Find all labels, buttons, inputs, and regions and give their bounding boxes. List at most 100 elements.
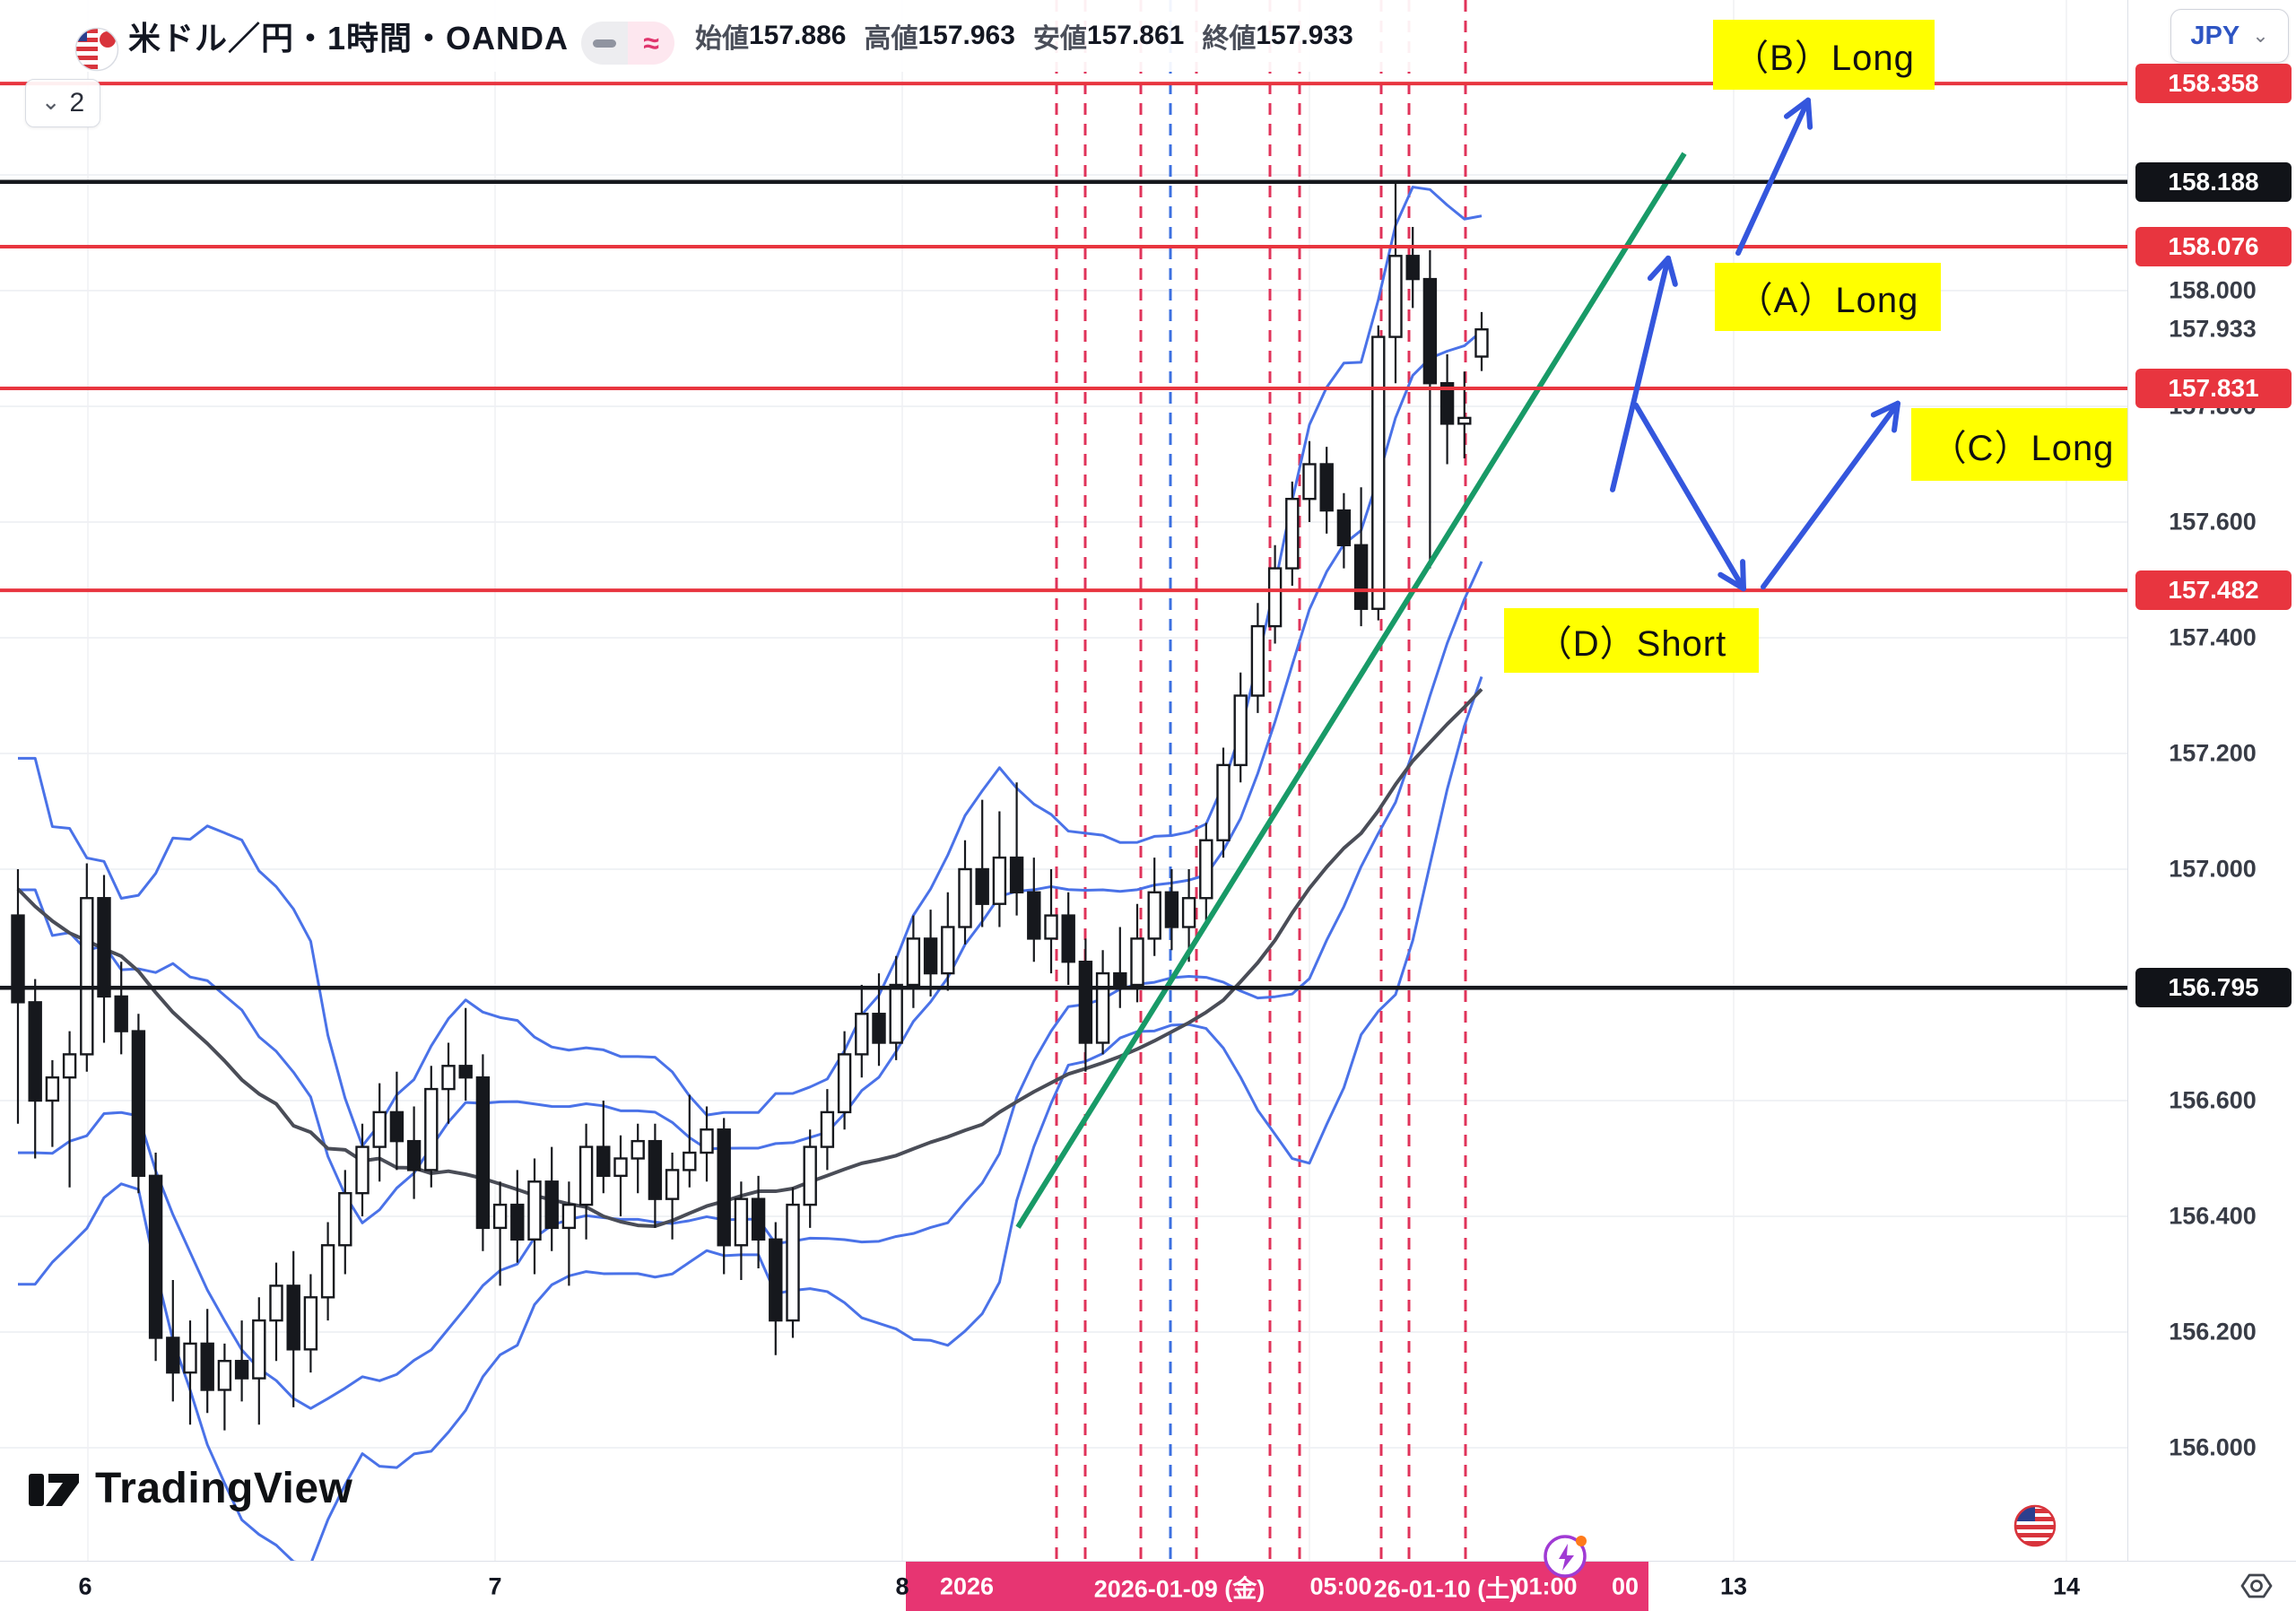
candle-body (837, 1053, 852, 1114)
candle-body (1302, 463, 1317, 501)
candle-body (1474, 328, 1489, 358)
arrow-c-long[interactable] (1761, 400, 1900, 590)
price-axis[interactable]: 158.000157.933157.800157.600157.400157.2… (2127, 0, 2296, 1561)
candle-body (1233, 694, 1248, 767)
price-axis-label: 157.200 (2169, 739, 2257, 767)
price-level-tag-black[interactable]: 158.188 (2135, 161, 2292, 202)
candle-body (717, 1128, 731, 1247)
indicators-collapse-button[interactable]: ⌄ 2 (25, 79, 100, 127)
note-a-long[interactable]: （A）Long (1715, 263, 1941, 331)
close-value: 157.933 (1256, 21, 1353, 50)
candle-body (958, 867, 972, 928)
candle-body (941, 926, 955, 975)
legend-source-toggle[interactable]: ≈ (581, 22, 674, 65)
candle-body (803, 1145, 817, 1206)
candle-body (406, 1139, 422, 1171)
note-d-short[interactable]: （D）Short (1504, 608, 1759, 673)
candle-body (45, 1075, 60, 1102)
candle-body (148, 1174, 163, 1339)
candle-body (1353, 544, 1369, 610)
price-level-tag-black[interactable]: 156.795 (2135, 968, 2292, 1008)
tradingview-logo[interactable]: TradingView (27, 1464, 352, 1513)
symbol-title[interactable]: 米ドル／円・1時間・OANDA (128, 20, 570, 57)
candle-body (200, 1342, 214, 1391)
bollinger-outer-lower (18, 675, 1483, 1561)
trendline-green[interactable] (1015, 152, 1687, 1229)
time-axis-label: 7 (488, 1572, 502, 1600)
candle-body (1130, 937, 1144, 987)
open-label: 始値 (695, 24, 749, 54)
candle-body (11, 914, 25, 1004)
candle-body (355, 1145, 370, 1195)
candle-body (1319, 463, 1334, 512)
candle-body (441, 1065, 456, 1091)
time-axis[interactable]: 2026 2026-01-09 (金) 05:00 26-01-10 (土) 01:00… (0, 1561, 2296, 1611)
arrow-a-long[interactable] (1610, 255, 1678, 492)
candle-body (269, 1284, 283, 1322)
usdjpy-flag-icon (74, 27, 119, 76)
currency-label: JPY (2190, 21, 2240, 50)
price-chart-pane[interactable] (0, 0, 2127, 1561)
minus-icon[interactable] (581, 22, 628, 65)
candle-body (1250, 624, 1265, 697)
low-value: 157.861 (1086, 21, 1185, 50)
candle-body (872, 1013, 886, 1044)
candle-body (1113, 971, 1127, 987)
lightning-icon[interactable] (1541, 1532, 1591, 1587)
arrow-b-long[interactable] (1735, 97, 1813, 257)
note-c-long[interactable]: （C）Long (1911, 408, 2134, 481)
candle-body (62, 1053, 77, 1079)
candle-body (992, 856, 1007, 905)
candle-body (303, 1296, 318, 1351)
high-label: 高値 (864, 24, 918, 54)
tradingview-wordmark: TradingView (95, 1465, 353, 1512)
price-axis-label: 156.600 (2169, 1086, 2257, 1114)
candle-body (1285, 497, 1300, 570)
range-time-label: 2026 (939, 1572, 995, 1600)
note-b-long[interactable]: （B）Long (1713, 20, 1935, 90)
candle-body (665, 1169, 680, 1200)
candle-body (510, 1203, 525, 1241)
candle-body (252, 1319, 266, 1380)
candle-body (561, 1203, 577, 1230)
time-axis-label: 6 (78, 1572, 92, 1600)
price-level-tag-red[interactable]: 157.482 (2135, 570, 2292, 611)
candle-body (769, 1238, 783, 1322)
candle-body (596, 1145, 611, 1178)
candle-body (889, 983, 903, 1044)
candle-body (372, 1110, 387, 1148)
price-level-tag-red[interactable]: 157.831 (2135, 369, 2292, 408)
candle-body (389, 1110, 404, 1143)
gear-icon[interactable] (2239, 1568, 2274, 1608)
price-axis-label: 158.000 (2169, 276, 2257, 304)
currency-dropdown[interactable]: JPY ⌄ (2170, 9, 2289, 63)
candle-body (80, 897, 94, 1056)
candle-body (1405, 255, 1420, 281)
price-level-tag-red[interactable]: 158.076 (2135, 226, 2292, 266)
indicator-count: 2 (69, 88, 85, 118)
selected-date-range[interactable]: 2026 2026-01-09 (金) 05:00 26-01-10 (土) 01:00… (906, 1562, 1648, 1611)
time-axis-label: 8 (895, 1572, 909, 1600)
candle-body (820, 1110, 835, 1148)
candle-body (1181, 897, 1196, 928)
candle-body (28, 1001, 42, 1102)
candle-body (166, 1337, 180, 1374)
candle-body (923, 937, 938, 975)
us-flag-icon[interactable] (2013, 1503, 2057, 1553)
price-level-tag-red[interactable]: 158.358 (2135, 64, 2292, 104)
range-time-label: 00 (1611, 1572, 1639, 1600)
candle-body (1371, 335, 1386, 610)
approx-icon[interactable]: ≈ (628, 22, 674, 65)
price-axis-label: 157.000 (2169, 855, 2257, 883)
candle-body (1044, 914, 1058, 940)
time-axis-label: 13 (1719, 1572, 1748, 1600)
chart-legend: 米ドル／円・1時間・OANDA ≈ 始値 157.886 高値 157.963 安値… (0, 0, 1453, 72)
candle-body (527, 1180, 542, 1241)
close-label: 終値 (1202, 24, 1257, 54)
chevron-down-icon: ⌄ (2252, 24, 2269, 47)
candle-body (1147, 891, 1161, 940)
candle-body (1009, 856, 1024, 893)
candle-body (458, 1065, 473, 1079)
arrow-pullback[interactable] (1633, 402, 1746, 592)
